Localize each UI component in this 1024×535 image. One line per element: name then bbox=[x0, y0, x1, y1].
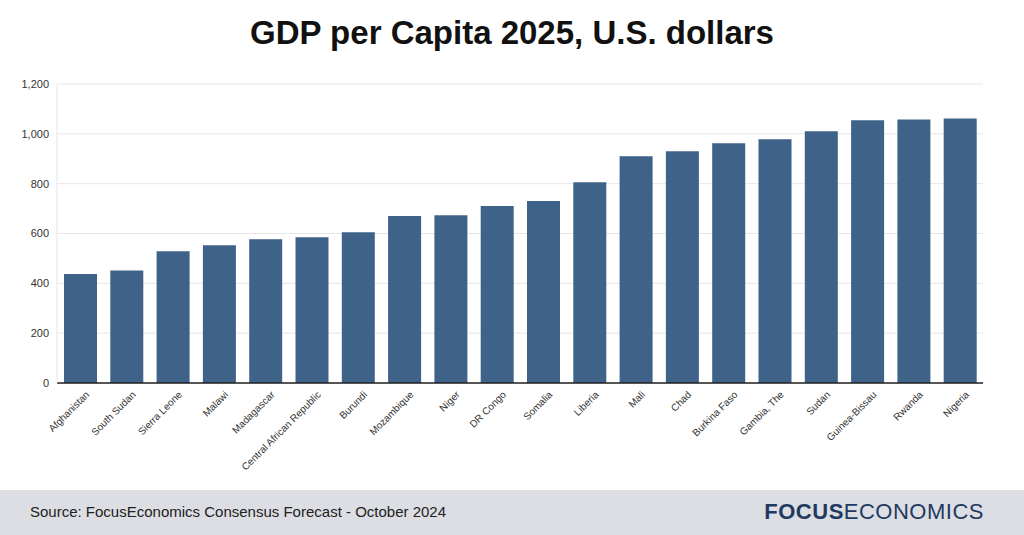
svg-text:1,200: 1,200 bbox=[21, 78, 49, 90]
svg-text:200: 200 bbox=[31, 327, 49, 339]
html-text:GDP per Capita 2025, U.S. doll: GDP per Capita 2025, U.S. dollars bbox=[250, 14, 774, 51]
svg-text:South Sudan: South Sudan bbox=[89, 389, 138, 438]
svg-text:Afghanistan: Afghanistan bbox=[46, 389, 91, 434]
svg-text:Guinea-Bissau: Guinea-Bissau bbox=[824, 389, 878, 443]
svg-text:Burundi: Burundi bbox=[337, 389, 369, 421]
svg-text:DR Congo: DR Congo bbox=[467, 389, 508, 430]
html-text:FOCUS ECONOMICS: FOCUS ECONOMICS bbox=[764, 499, 984, 524]
svg-text:Sudan: Sudan bbox=[804, 389, 832, 417]
svg-text:Niger: Niger bbox=[437, 388, 462, 413]
svg-text:Malawi: Malawi bbox=[201, 389, 231, 419]
svg-text:Chad: Chad bbox=[669, 389, 694, 414]
html-text:Source: FocusEconomics Consens: Source: FocusEconomics Consensus Forecas… bbox=[30, 503, 446, 520]
svg-text:Mali: Mali bbox=[626, 389, 647, 410]
svg-text:Liberia: Liberia bbox=[572, 389, 601, 418]
svg-text:Somalia: Somalia bbox=[521, 389, 555, 423]
svg-text:400: 400 bbox=[31, 277, 49, 289]
svg-text:Madagascar: Madagascar bbox=[230, 388, 277, 435]
svg-text:Mozambique: Mozambique bbox=[367, 389, 416, 438]
svg-text:Central African Republic: Central African Republic bbox=[239, 389, 323, 473]
svg-text:1,000: 1,000 bbox=[21, 128, 49, 140]
svg-text:600: 600 bbox=[31, 227, 49, 239]
svg-text:Rwanda: Rwanda bbox=[891, 389, 925, 423]
svg-text:800: 800 bbox=[31, 178, 49, 190]
svg-text:Burkina Faso: Burkina Faso bbox=[690, 389, 740, 439]
svg-text:Nigeria: Nigeria bbox=[941, 389, 971, 419]
svg-text:Gambia, The: Gambia, The bbox=[737, 389, 786, 438]
svg-text:0: 0 bbox=[43, 377, 49, 389]
svg-text:Sierra Leone: Sierra Leone bbox=[136, 389, 185, 438]
